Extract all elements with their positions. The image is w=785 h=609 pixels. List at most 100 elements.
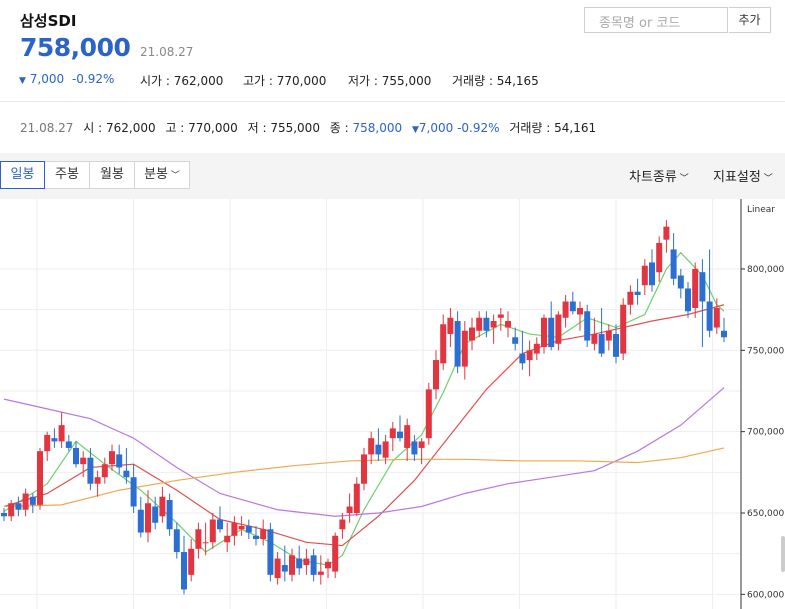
- candle-body: [195, 529, 202, 549]
- scrollbar-thumb[interactable]: [781, 536, 785, 572]
- candle-body: [202, 542, 209, 544]
- candle: [598, 308, 605, 357]
- triangle-down-icon: ▼: [19, 76, 26, 86]
- candle-body: [634, 291, 641, 295]
- candle: [562, 294, 569, 328]
- candle: [317, 555, 324, 585]
- candle: [483, 311, 490, 338]
- candle: [173, 522, 180, 559]
- candlestick-chart[interactable]: Linear 800,000 750,000 700,000 650,000 600,0…: [0, 199, 785, 609]
- candle-body: [188, 548, 195, 575]
- candle: [512, 327, 519, 351]
- candle: [663, 220, 670, 253]
- candle: [541, 314, 547, 354]
- scale-label: Linear: [747, 205, 775, 215]
- tab-monthly[interactable]: 월봉: [89, 161, 135, 189]
- candle: [548, 301, 555, 351]
- candle-body: [58, 425, 65, 442]
- candle: [130, 464, 137, 514]
- candle: [461, 321, 468, 380]
- candle: [361, 447, 367, 491]
- candle-body: [425, 389, 432, 439]
- summary-volume: 거래량 : 54,161: [509, 121, 597, 135]
- candle-body: [245, 526, 252, 533]
- candle: [116, 444, 123, 474]
- candle-body: [281, 565, 288, 572]
- candle-body: [605, 330, 612, 341]
- candle: [490, 314, 497, 344]
- candle-body: [526, 350, 533, 361]
- candle-body: [94, 477, 101, 484]
- candle: [267, 522, 274, 582]
- candle-body: [670, 249, 677, 279]
- candle-body: [382, 441, 389, 458]
- candle-body: [116, 454, 123, 468]
- candle-body: [173, 529, 180, 553]
- candle-body: [353, 483, 360, 514]
- candle-body: [303, 558, 310, 566]
- tab-weekly[interactable]: 주봉: [44, 161, 90, 189]
- candle-body: [706, 301, 713, 331]
- candle: [649, 249, 655, 292]
- candle: [641, 259, 648, 295]
- change-percent: -0.92%: [71, 72, 115, 86]
- stock-name: 삼성SDI: [20, 12, 77, 30]
- candle-body: [461, 330, 468, 367]
- tab-daily[interactable]: 일봉: [0, 161, 45, 189]
- y-tick-label: 700,000: [747, 428, 784, 438]
- chart-type-menu[interactable]: 차트종류 ﹀: [629, 170, 689, 185]
- candle: [224, 522, 231, 553]
- indicator-settings-menu[interactable]: 지표설정 ﹀: [713, 170, 773, 185]
- candle: [454, 311, 461, 374]
- divider: [0, 101, 785, 102]
- candle: [15, 496, 22, 517]
- candle-body: [368, 438, 375, 455]
- y-tick-label: 650,000: [747, 509, 784, 519]
- candle: [109, 444, 115, 471]
- candle-body: [346, 506, 353, 514]
- candle-body: [289, 555, 295, 575]
- candle: [519, 330, 526, 370]
- candle-body: [260, 529, 267, 540]
- candle: [584, 304, 591, 348]
- candle-body: [483, 317, 490, 331]
- candle-body: [555, 314, 562, 344]
- current-price: 758,000: [20, 33, 131, 62]
- tab-minute[interactable]: 분봉 ﹀: [134, 161, 190, 189]
- candle-body: [325, 561, 331, 569]
- candle-body: [8, 503, 15, 517]
- open-price: 시가 : 762,000: [140, 74, 224, 88]
- ma-60-line: [3, 387, 725, 517]
- candle: [569, 291, 576, 315]
- candle: [73, 441, 79, 468]
- candle-body: [663, 226, 670, 240]
- candle: [526, 340, 533, 377]
- candle-body: [389, 428, 396, 439]
- candle-body: [130, 477, 137, 507]
- add-stock-button[interactable]: 추가: [729, 7, 771, 33]
- candle-body: [505, 321, 511, 328]
- candle-body: [541, 317, 547, 348]
- triangle-down-icon: ▼: [411, 125, 419, 135]
- candle: [325, 558, 331, 579]
- candle: [440, 314, 447, 370]
- candle: [166, 493, 173, 536]
- candle-body: [713, 308, 720, 328]
- candle-body: [497, 314, 504, 318]
- candle-body: [137, 509, 144, 533]
- summary-close: 종 : 758,000: [329, 121, 403, 135]
- candle-body: [44, 434, 51, 452]
- candle: [195, 522, 202, 559]
- candle-body: [37, 451, 43, 505]
- low-price: 저가 : 755,000: [348, 74, 432, 88]
- candle: [332, 532, 339, 579]
- candle: [404, 418, 411, 461]
- stock-search-input[interactable]: 종목명 or 코드: [584, 7, 728, 33]
- candle-body: [613, 334, 619, 357]
- candle: [1, 508, 7, 522]
- candle-body: [145, 503, 151, 533]
- candle: [397, 415, 403, 442]
- candle: [44, 431, 51, 461]
- high-price: 고가 : 770,000: [243, 74, 327, 88]
- candle-body: [641, 265, 648, 286]
